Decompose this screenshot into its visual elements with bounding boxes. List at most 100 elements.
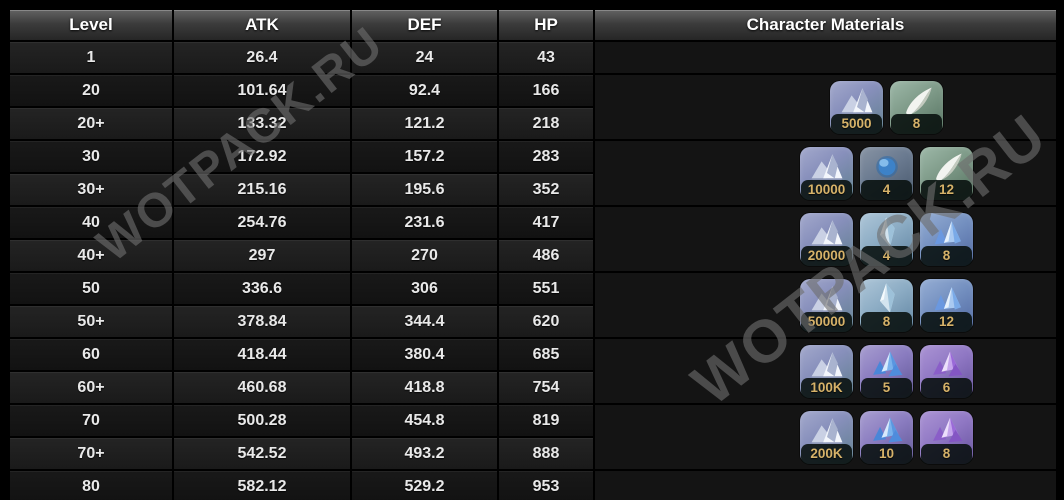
table-row: 60 418.44 380.4 685 100K 5 6: [8, 337, 1058, 405]
def-cell: 270: [350, 238, 499, 273]
material-count-badge: 10000: [801, 179, 852, 200]
material-tile: 20000: [800, 212, 853, 266]
material-tile: 4: [860, 212, 913, 266]
def-cell: 121.2: [350, 106, 499, 141]
materials-cell: 10000 4 12: [593, 139, 1058, 207]
hp-cell: 218: [497, 106, 595, 141]
table-row: 60+ 460.68 418.8 754: [8, 370, 1057, 405]
atk-header: ATK: [172, 8, 352, 42]
material-count-badge: 8: [891, 113, 942, 134]
level-cell: 1: [8, 40, 174, 75]
material-count-badge: 5: [861, 377, 912, 398]
material-tile: 50000: [800, 278, 853, 332]
def-cell: 157.2: [350, 139, 499, 174]
level-cell: 50: [8, 271, 174, 306]
level-header: Level: [8, 8, 174, 42]
def-cell: 380.4: [350, 337, 499, 372]
hp-cell: 754: [497, 370, 595, 405]
def-cell: 418.8: [350, 370, 499, 405]
hp-cell: 166: [497, 73, 595, 108]
atk-cell: 297: [172, 238, 352, 273]
material-count-badge: 8: [861, 311, 912, 332]
hp-cell: 352: [497, 172, 595, 207]
level-cell: 30: [8, 139, 174, 174]
material-count-badge: 10: [861, 443, 912, 464]
material-count-badge: 4: [861, 179, 912, 200]
header-row: Level ATK DEF HP Character Materials: [8, 8, 1058, 42]
material-tile: 10: [860, 410, 913, 464]
level-cell: 40+: [8, 238, 174, 273]
table-row: 80 582.12 529.2 953: [8, 469, 1058, 500]
material-tile: 10000: [800, 146, 853, 200]
material-tile: 200K: [800, 410, 853, 464]
material-group: 100K 5 6: [596, 344, 1055, 398]
material-tile: 5: [860, 344, 913, 398]
level-cell: 60: [8, 337, 174, 372]
table-row: 40 254.76 231.6 417 20000 4 8: [8, 205, 1058, 273]
atk-cell: 254.76: [172, 205, 352, 240]
level-cell: 80: [8, 469, 174, 500]
def-cell: 306: [350, 271, 499, 306]
level-cell: 20+: [8, 106, 174, 141]
table-row: 50+ 378.84 344.4 620: [8, 304, 1057, 339]
level-cell: 50+: [8, 304, 174, 339]
hp-cell: 283: [497, 139, 595, 174]
materials-cell: 100K 5 6: [593, 337, 1058, 405]
hp-cell: 417: [497, 205, 595, 240]
level-cell: 30+: [8, 172, 174, 207]
atk-cell: 460.68: [172, 370, 352, 405]
material-tile: 4: [860, 146, 913, 200]
materials-cell: [593, 40, 1058, 75]
material-group: 50000 8 12: [596, 278, 1055, 332]
atk-cell: 336.6: [172, 271, 352, 306]
level-cell: 40: [8, 205, 174, 240]
hp-cell: 953: [497, 469, 595, 500]
material-group: 10000 4 12: [596, 146, 1055, 200]
stats-table-body: 1 26.4 24 43 20 101.64 92.4 166 5000 8 20+ 133.32 12…: [8, 40, 1058, 500]
def-cell: 344.4: [350, 304, 499, 339]
hp-cell: 819: [497, 403, 595, 438]
materials-cell: 200K 10 8: [593, 403, 1058, 471]
def-header: DEF: [350, 8, 499, 42]
table-row: 70+ 542.52 493.2 888: [8, 436, 1057, 471]
material-count-badge: 8: [921, 245, 972, 266]
table-row: 30+ 215.16 195.6 352: [8, 172, 1057, 207]
table-row: 70 500.28 454.8 819 200K 10 8: [8, 403, 1058, 471]
def-cell: 454.8: [350, 403, 499, 438]
hp-cell: 685: [497, 337, 595, 372]
material-tile: 8: [920, 410, 973, 464]
atk-cell: 378.84: [172, 304, 352, 339]
def-cell: 529.2: [350, 469, 499, 500]
material-group: 5000 8: [596, 80, 1055, 134]
def-cell: 493.2: [350, 436, 499, 471]
hp-cell: 620: [497, 304, 595, 339]
material-count-badge: 12: [921, 179, 972, 200]
material-tile: 5000: [830, 80, 883, 134]
material-count-badge: 50000: [801, 311, 852, 332]
material-tile: 12: [920, 146, 973, 200]
hp-cell: 43: [497, 40, 595, 75]
atk-cell: 133.32: [172, 106, 352, 141]
material-tile: 8: [920, 212, 973, 266]
hp-cell: 888: [497, 436, 595, 471]
atk-cell: 500.28: [172, 403, 352, 438]
material-count-badge: 4: [861, 245, 912, 266]
material-group: 200K 10 8: [596, 410, 1055, 464]
materials-header: Character Materials: [593, 8, 1058, 42]
hp-header: HP: [497, 8, 595, 42]
materials-cell: [593, 469, 1058, 500]
material-count-badge: 200K: [801, 443, 852, 464]
table-row: 20+ 133.32 121.2 218: [8, 106, 1057, 141]
atk-cell: 542.52: [172, 436, 352, 471]
material-tile: 8: [860, 278, 913, 332]
material-count-badge: 20000: [801, 245, 852, 266]
atk-cell: 26.4: [172, 40, 352, 75]
def-cell: 24: [350, 40, 499, 75]
def-cell: 195.6: [350, 172, 499, 207]
materials-cell: 20000 4 8: [593, 205, 1058, 273]
material-count-badge: 5000: [831, 113, 882, 134]
atk-cell: 215.16: [172, 172, 352, 207]
material-count-badge: 6: [921, 377, 972, 398]
level-cell: 60+: [8, 370, 174, 405]
table-row: 1 26.4 24 43: [8, 40, 1058, 75]
